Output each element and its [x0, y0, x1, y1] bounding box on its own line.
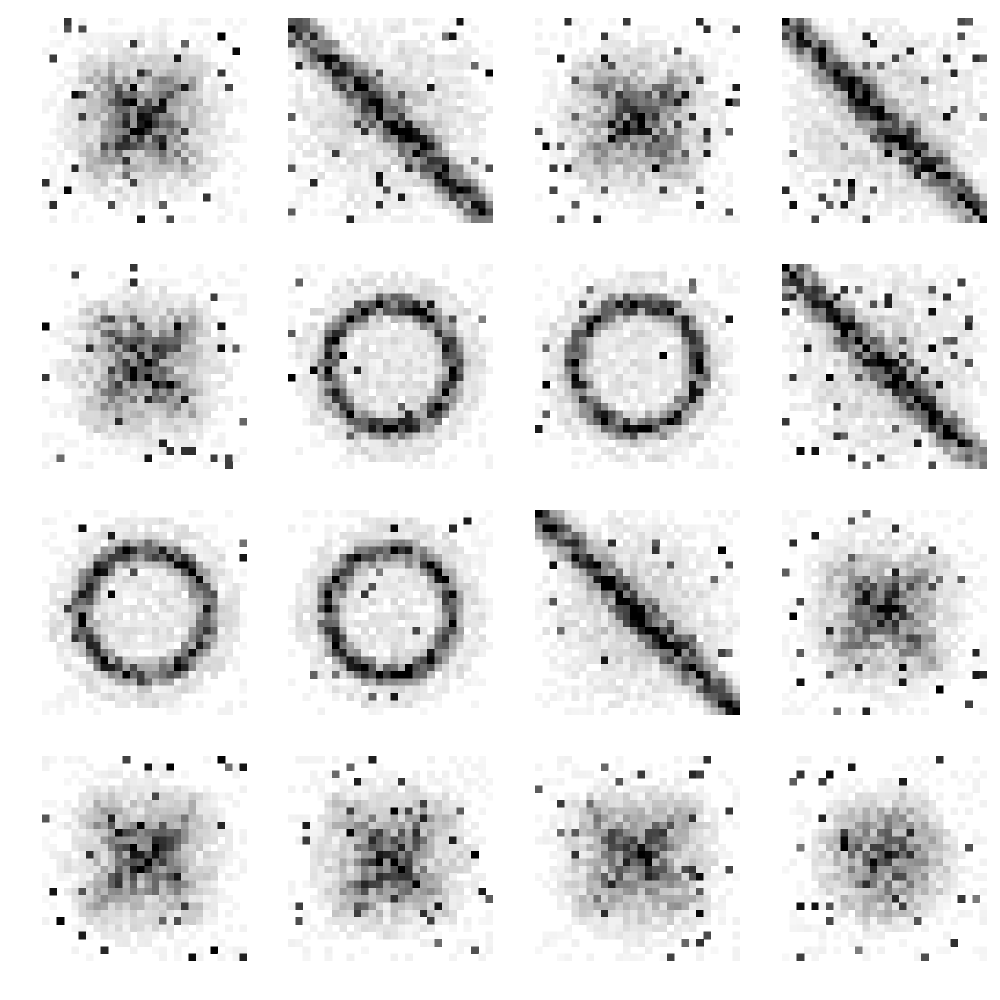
sample-pixels	[535, 264, 740, 469]
generated-sample-image	[535, 18, 740, 223]
generated-sample-image	[782, 264, 987, 469]
sample-pixels	[42, 18, 247, 223]
generated-sample-image	[535, 510, 740, 715]
generated-sample-image	[288, 756, 493, 961]
sample-pixels	[288, 18, 493, 223]
generated-sample-image	[42, 18, 247, 223]
sample-pixels	[288, 510, 493, 715]
sample-pixels	[782, 756, 987, 961]
generated-sample-image	[535, 756, 740, 961]
sample-pixels	[42, 264, 247, 469]
sample-pixels	[288, 264, 493, 469]
generated-sample-image	[288, 510, 493, 715]
generated-sample-image	[42, 264, 247, 469]
sample-pixels	[535, 510, 740, 715]
generated-sample-image	[535, 264, 740, 469]
sample-pixels	[42, 756, 247, 961]
generated-sample-image	[782, 510, 987, 715]
sample-pixels	[42, 510, 247, 715]
generated-sample-image	[782, 18, 987, 223]
generated-sample-image	[782, 756, 987, 961]
sample-pixels	[782, 510, 987, 715]
generated-sample-image	[42, 756, 247, 961]
sample-pixels	[782, 18, 987, 223]
sample-pixels	[535, 18, 740, 223]
generated-sample-image	[42, 510, 247, 715]
generated-sample-image	[288, 264, 493, 469]
sample-pixels	[288, 756, 493, 961]
sample-pixels	[535, 756, 740, 961]
generated-sample-image	[288, 18, 493, 223]
sample-pixels	[782, 264, 987, 469]
